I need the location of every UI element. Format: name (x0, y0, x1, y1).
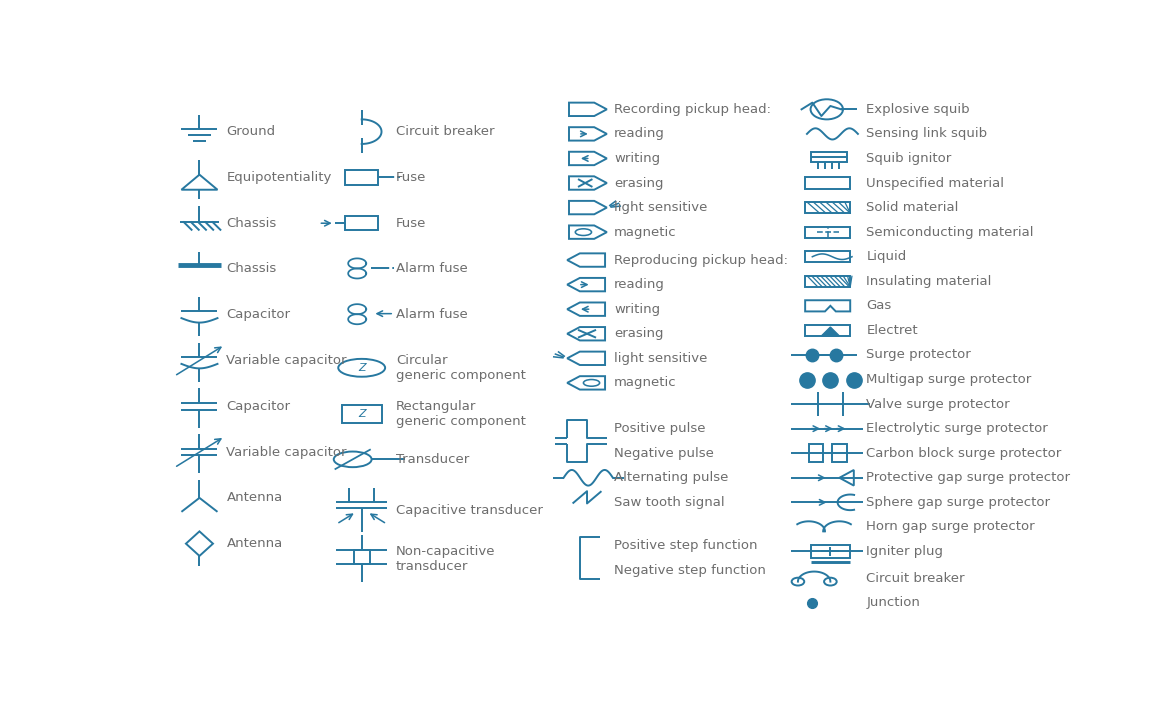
Text: Electrolytic surge protector: Electrolytic surge protector (866, 422, 1048, 435)
Text: Explosive squib: Explosive squib (866, 103, 970, 116)
Text: Horn gap surge protector: Horn gap surge protector (866, 521, 1035, 534)
Text: magnetic: magnetic (614, 376, 677, 389)
Text: Fuse: Fuse (395, 171, 427, 184)
Text: Saw tooth signal: Saw tooth signal (614, 496, 725, 509)
Text: light sensitive: light sensitive (614, 201, 707, 214)
Text: Capacitor: Capacitor (227, 308, 291, 321)
Text: Variable capacitor: Variable capacitor (227, 446, 347, 459)
Text: Igniter plug: Igniter plug (866, 545, 943, 558)
Polygon shape (821, 327, 840, 336)
Text: Z: Z (358, 409, 365, 418)
Text: Valve surge protector: Valve surge protector (866, 397, 1009, 410)
Text: Multigap surge protector: Multigap surge protector (866, 373, 1032, 386)
Text: Squib ignitor: Squib ignitor (866, 152, 951, 165)
Text: Variable capacitor: Variable capacitor (227, 354, 347, 367)
Text: reading: reading (614, 278, 665, 291)
Text: Z: Z (358, 362, 365, 373)
Text: Antenna: Antenna (227, 492, 283, 505)
Text: writing: writing (614, 302, 661, 315)
Text: Equipotentiality: Equipotentiality (227, 171, 331, 184)
Text: magnetic: magnetic (614, 225, 677, 239)
Text: Alarm fuse: Alarm fuse (395, 308, 468, 321)
Text: writing: writing (614, 152, 661, 165)
Text: Surge protector: Surge protector (866, 349, 971, 362)
Text: Capacitor: Capacitor (227, 399, 291, 413)
Text: Rectangular
generic component: Rectangular generic component (395, 399, 526, 428)
Text: Antenna: Antenna (227, 537, 283, 550)
Text: Recording pickup head:: Recording pickup head: (614, 103, 771, 116)
Text: Sensing link squib: Sensing link squib (866, 128, 987, 141)
Text: Insulating material: Insulating material (866, 275, 992, 288)
Text: Semiconducting material: Semiconducting material (866, 225, 1034, 239)
Text: Carbon block surge protector: Carbon block surge protector (866, 447, 1062, 460)
Text: Circular
generic component: Circular generic component (395, 354, 526, 382)
Text: Chassis: Chassis (227, 262, 277, 276)
Text: Positive step function: Positive step function (614, 539, 757, 552)
Text: Circuit breaker: Circuit breaker (395, 125, 494, 138)
Text: Reproducing pickup head:: Reproducing pickup head: (614, 254, 789, 267)
Text: Electret: Electret (866, 324, 918, 337)
Text: Protective gap surge protector: Protective gap surge protector (866, 471, 1070, 484)
Text: Circuit breaker: Circuit breaker (866, 572, 965, 585)
Text: Unspecified material: Unspecified material (866, 176, 1005, 189)
Text: Capacitive transducer: Capacitive transducer (395, 504, 543, 517)
Text: Chassis: Chassis (227, 217, 277, 230)
Text: Junction: Junction (866, 597, 920, 609)
Text: erasing: erasing (614, 176, 664, 189)
Text: Alarm fuse: Alarm fuse (395, 262, 468, 276)
Text: Negative pulse: Negative pulse (614, 447, 714, 460)
Text: light sensitive: light sensitive (614, 352, 707, 365)
Text: Positive pulse: Positive pulse (614, 422, 706, 435)
Text: Transducer: Transducer (395, 453, 469, 466)
Text: Ground: Ground (227, 125, 276, 138)
Text: Negative step function: Negative step function (614, 564, 766, 577)
Text: reading: reading (614, 128, 665, 141)
Text: Non-capacitive
transducer: Non-capacitive transducer (395, 544, 495, 573)
Text: Solid material: Solid material (866, 201, 958, 214)
Text: Sphere gap surge protector: Sphere gap surge protector (866, 496, 1050, 509)
Text: erasing: erasing (614, 327, 664, 340)
Text: Liquid: Liquid (866, 250, 907, 263)
Text: Gas: Gas (866, 299, 892, 312)
Text: Fuse: Fuse (395, 217, 427, 230)
Text: Alternating pulse: Alternating pulse (614, 471, 728, 484)
